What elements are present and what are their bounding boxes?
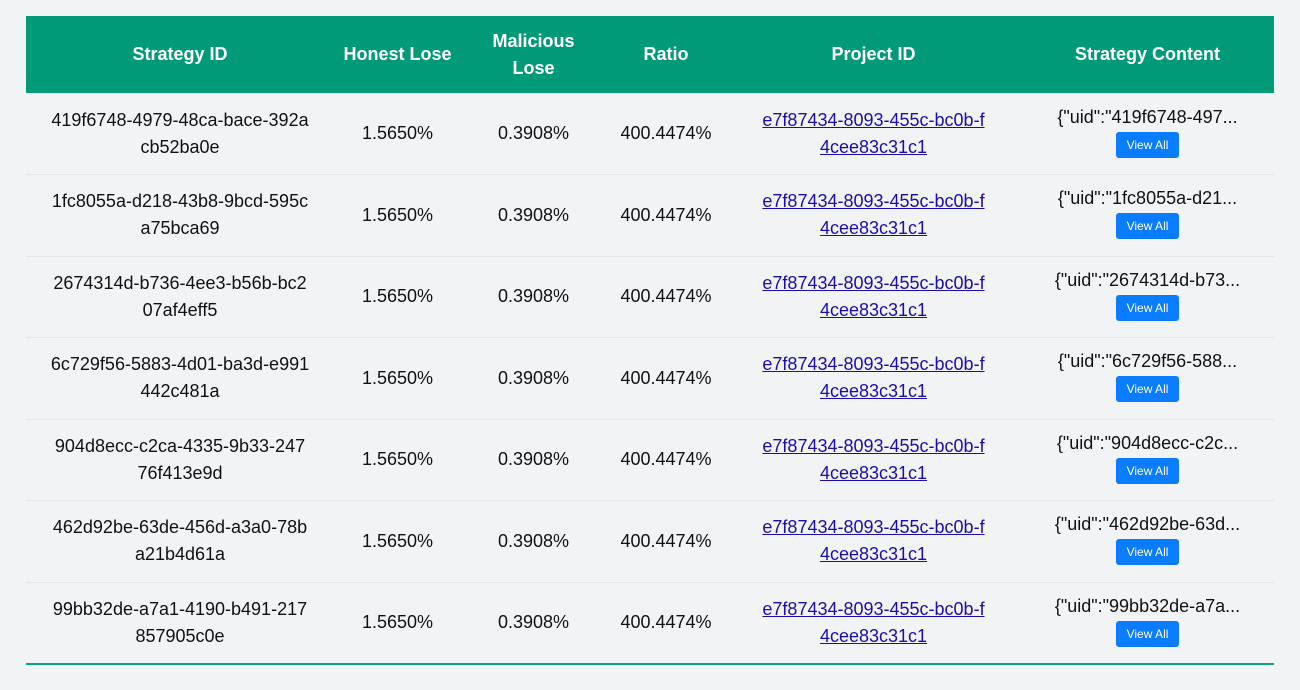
strategy-content-cell: {"uid":"1fc8055a-d21... View All <box>1021 175 1274 257</box>
malicious-lose-cell: 0.3908% <box>497 204 570 225</box>
project-id-cell: e7f87434-8093-455c-bc0b-f4cee83c31c1 <box>726 582 1021 664</box>
strategy-content-cell: {"uid":"99bb32de-a7a... View All <box>1021 582 1274 664</box>
project-id-link[interactable]: e7f87434-8093-455c-bc0b-f4cee83c31c1 <box>762 435 985 483</box>
strategy-content-cell: {"uid":"6c729f56-588... View All <box>1021 338 1274 420</box>
project-id-link[interactable]: e7f87434-8093-455c-bc0b-f4cee83c31c1 <box>762 598 985 646</box>
strategy-content-preview: {"uid":"6c729f56-588... <box>1057 351 1238 372</box>
strategy-table-container: Strategy ID Honest Lose Malicious Lose R… <box>26 16 1274 665</box>
table-row: 904d8ecc-c2ca-4335-9b33-24776f413e9d 1.5… <box>26 419 1274 501</box>
project-id-link[interactable]: e7f87434-8093-455c-bc0b-f4cee83c31c1 <box>762 517 985 565</box>
honest-lose-cell: 1.5650% <box>361 367 434 388</box>
header-project-id: Project ID <box>831 44 916 64</box>
strategy-id-cell: 2674314d-b736-4ee3-b56b-bc207af4eff5 <box>53 272 307 320</box>
table-row: 99bb32de-a7a1-4190-b491-217857905c0e 1.5… <box>26 582 1274 664</box>
project-id-link[interactable]: e7f87434-8093-455c-bc0b-f4cee83c31c1 <box>762 191 985 239</box>
table-row: 462d92be-63de-456d-a3a0-78ba21b4d61a 1.5… <box>26 501 1274 583</box>
strategy-id-cell: 1fc8055a-d218-43b8-9bcd-595ca75bca69 <box>51 191 309 239</box>
malicious-lose-cell: 0.3908% <box>497 123 570 143</box>
table-header: Strategy ID Honest Lose Malicious Lose R… <box>26 16 1274 93</box>
project-id-cell: e7f87434-8093-455c-bc0b-f4cee83c31c1 <box>726 175 1021 257</box>
project-id-link[interactable]: e7f87434-8093-455c-bc0b-f4cee83c31c1 <box>762 109 985 157</box>
header-row: Strategy ID Honest Lose Malicious Lose R… <box>26 16 1274 93</box>
honest-lose-cell: 1.5650% <box>361 204 434 225</box>
strategy-content-preview: {"uid":"419f6748-497... <box>1057 106 1238 127</box>
ratio-cell: 400.4474% <box>620 286 712 307</box>
ratio-cell: 400.4474% <box>620 367 712 388</box>
project-id-cell: e7f87434-8093-455c-bc0b-f4cee83c31c1 <box>726 501 1021 583</box>
view-all-button[interactable]: View All <box>1115 457 1180 484</box>
project-id-cell: e7f87434-8093-455c-bc0b-f4cee83c31c1 <box>726 338 1021 420</box>
malicious-lose-cell: 0.3908% <box>497 367 570 388</box>
malicious-lose-cell: 0.3908% <box>497 612 570 632</box>
strategy-id-cell: 6c729f56-5883-4d01-ba3d-e991442c481a <box>50 354 310 402</box>
honest-lose-cell: 1.5650% <box>361 612 434 632</box>
view-all-button[interactable]: View All <box>1115 620 1180 647</box>
header-strategy-content: Strategy Content <box>1074 44 1220 64</box>
table-row: 6c729f56-5883-4d01-ba3d-e991442c481a 1.5… <box>26 338 1274 420</box>
view-all-button[interactable]: View All <box>1115 294 1180 321</box>
ratio-cell: 400.4474% <box>620 612 712 632</box>
strategy-content-cell: {"uid":"904d8ecc-c2c... View All <box>1021 419 1274 501</box>
strategy-content-preview: {"uid":"462d92be-63d... <box>1054 514 1241 535</box>
view-all-button[interactable]: View All <box>1115 213 1180 240</box>
view-all-button[interactable]: View All <box>1115 539 1180 566</box>
table-body: 419f6748-4979-48ca-bace-392acb52ba0e 1.5… <box>26 93 1274 664</box>
strategy-content-cell: {"uid":"462d92be-63d... View All <box>1021 501 1274 583</box>
strategy-id-cell: 99bb32de-a7a1-4190-b491-217857905c0e <box>52 598 308 646</box>
table-row: 419f6748-4979-48ca-bace-392acb52ba0e 1.5… <box>26 93 1274 175</box>
strategy-table: Strategy ID Honest Lose Malicious Lose R… <box>26 16 1274 665</box>
strategy-content-preview: {"uid":"1fc8055a-d21... <box>1057 188 1238 209</box>
header-ratio: Ratio <box>643 44 689 64</box>
strategy-content-cell: {"uid":"419f6748-497... View All <box>1021 93 1274 175</box>
project-id-link[interactable]: e7f87434-8093-455c-bc0b-f4cee83c31c1 <box>762 272 985 320</box>
project-id-link[interactable]: e7f87434-8093-455c-bc0b-f4cee83c31c1 <box>762 354 985 402</box>
header-strategy-id: Strategy ID <box>132 44 228 64</box>
strategy-content-preview: {"uid":"99bb32de-a7a... <box>1054 595 1241 616</box>
project-id-cell: e7f87434-8093-455c-bc0b-f4cee83c31c1 <box>726 93 1021 175</box>
table-row: 1fc8055a-d218-43b8-9bcd-595ca75bca69 1.5… <box>26 175 1274 257</box>
ratio-cell: 400.4474% <box>620 204 712 225</box>
honest-lose-cell: 1.5650% <box>361 530 434 551</box>
project-id-cell: e7f87434-8093-455c-bc0b-f4cee83c31c1 <box>726 419 1021 501</box>
malicious-lose-cell: 0.3908% <box>497 530 570 551</box>
ratio-cell: 400.4474% <box>620 123 712 143</box>
table-row: 2674314d-b736-4ee3-b56b-bc207af4eff5 1.5… <box>26 256 1274 338</box>
strategy-id-cell: 419f6748-4979-48ca-bace-392acb52ba0e <box>51 109 309 157</box>
honest-lose-cell: 1.5650% <box>361 449 434 470</box>
strategy-content-cell: {"uid":"2674314d-b73... View All <box>1021 256 1274 338</box>
malicious-lose-cell: 0.3908% <box>497 449 570 470</box>
strategy-content-preview: {"uid":"2674314d-b73... <box>1054 269 1241 290</box>
honest-lose-cell: 1.5650% <box>361 286 434 307</box>
header-malicious-lose: Malicious Lose <box>492 30 575 78</box>
honest-lose-cell: 1.5650% <box>361 123 434 143</box>
project-id-cell: e7f87434-8093-455c-bc0b-f4cee83c31c1 <box>726 256 1021 338</box>
ratio-cell: 400.4474% <box>620 530 712 551</box>
strategy-id-cell: 462d92be-63de-456d-a3a0-78ba21b4d61a <box>52 517 308 565</box>
header-honest-lose: Honest Lose <box>343 44 452 64</box>
strategy-content-preview: {"uid":"904d8ecc-c2c... <box>1056 432 1239 453</box>
ratio-cell: 400.4474% <box>620 449 712 470</box>
view-all-button[interactable]: View All <box>1115 376 1180 403</box>
malicious-lose-cell: 0.3908% <box>497 286 570 307</box>
strategy-id-cell: 904d8ecc-c2ca-4335-9b33-24776f413e9d <box>54 435 306 483</box>
view-all-button[interactable]: View All <box>1115 131 1180 158</box>
